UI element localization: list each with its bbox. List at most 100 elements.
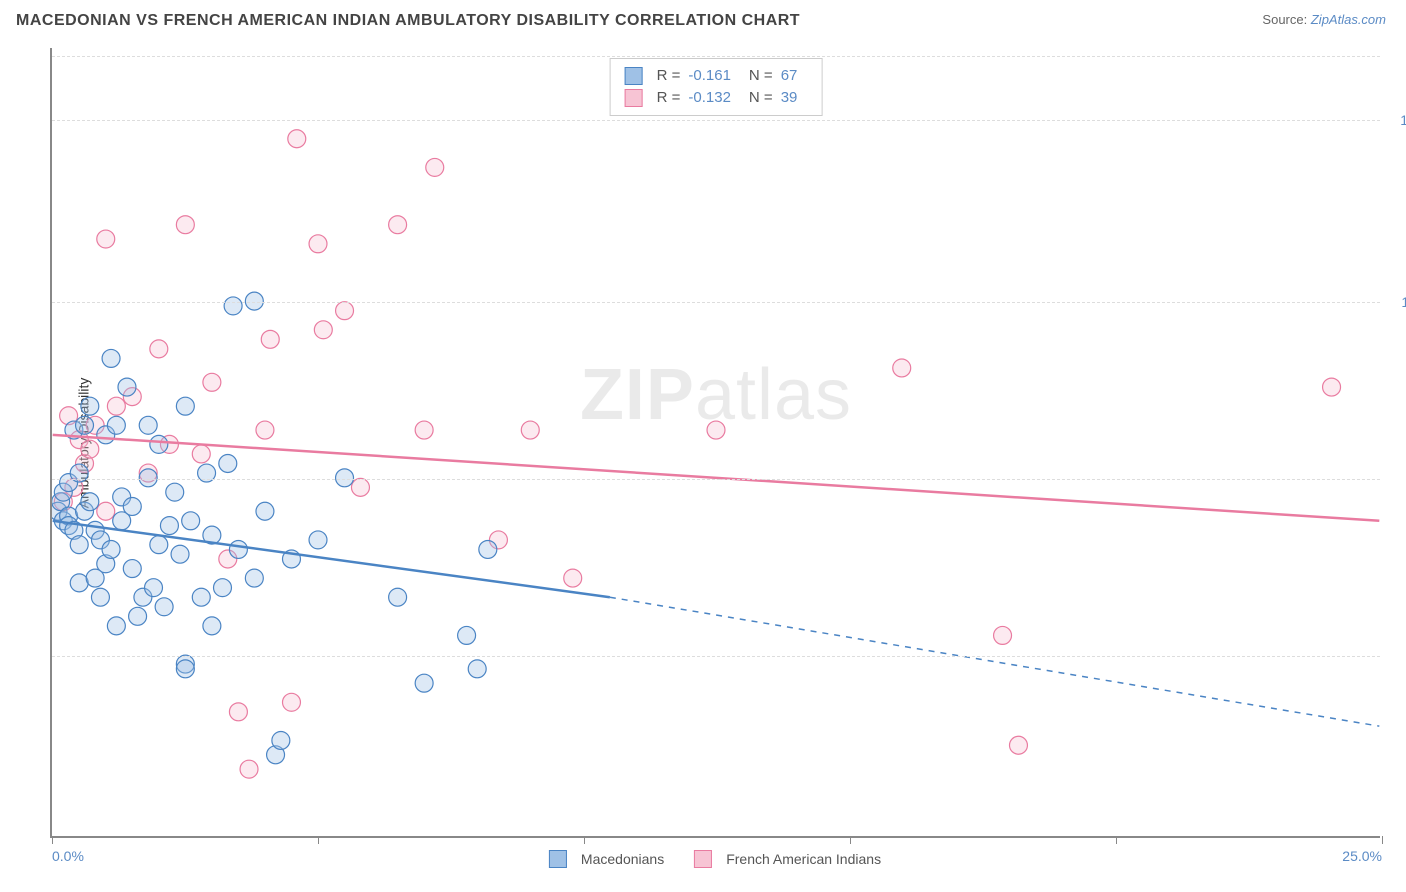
scatter-point-macedonians	[129, 607, 147, 625]
scatter-point-macedonians	[336, 469, 354, 487]
chart-title: MACEDONIAN VS FRENCH AMERICAN INDIAN AMB…	[16, 12, 800, 30]
scatter-point-macedonians	[91, 588, 109, 606]
scatter-point-macedonians	[145, 579, 163, 597]
legend-label: Macedonians	[581, 851, 664, 867]
source-label: Source:	[1262, 12, 1307, 27]
source-link[interactable]: ZipAtlas.com	[1311, 12, 1386, 27]
scatter-point-french	[994, 626, 1012, 644]
scatter-point-macedonians	[70, 574, 88, 592]
legend-label: French American Indians	[726, 851, 881, 867]
scatter-point-macedonians	[107, 416, 125, 434]
scatter-point-french	[150, 340, 168, 358]
gridline	[52, 56, 1380, 57]
x-tick	[584, 836, 585, 844]
scatter-point-macedonians	[203, 617, 221, 635]
scatter-point-macedonians	[192, 588, 210, 606]
scatter-point-macedonians	[256, 502, 274, 520]
scatter-point-french	[97, 502, 115, 520]
scatter-point-macedonians	[155, 598, 173, 616]
scatter-point-french	[893, 359, 911, 377]
scatter-point-macedonians	[70, 536, 88, 554]
n-label: N =	[749, 87, 773, 109]
scatter-point-french	[1009, 736, 1027, 754]
legend-swatch	[625, 89, 643, 107]
scatter-point-french	[192, 445, 210, 463]
scatter-point-macedonians	[458, 626, 476, 644]
scatter-point-french	[229, 703, 247, 721]
scatter-point-french	[707, 421, 725, 439]
scatter-point-macedonians	[415, 674, 433, 692]
trend-line-macedonians	[53, 521, 610, 597]
scatter-point-french	[309, 235, 327, 253]
legend-swatch	[694, 850, 712, 868]
n-value: 39	[781, 87, 798, 109]
scatter-point-macedonians	[309, 531, 327, 549]
scatter-point-macedonians	[107, 617, 125, 635]
scatter-point-french	[203, 373, 221, 391]
scatter-point-french	[81, 440, 99, 458]
legend-swatch	[549, 850, 567, 868]
scatter-point-french	[283, 693, 301, 711]
stats-row: R = -0.132 N = 39	[625, 87, 808, 109]
scatter-point-french	[426, 158, 444, 176]
scatter-point-macedonians	[166, 483, 184, 501]
header: MACEDONIAN VS FRENCH AMERICAN INDIAN AMB…	[0, 0, 1406, 34]
r-value: -0.132	[688, 87, 731, 109]
scatter-point-french	[351, 478, 369, 496]
scatter-point-french	[389, 216, 407, 234]
plot-area: ZIPatlas R =-0.161N =67R =-0.132N =39 3.…	[50, 48, 1380, 838]
trend-line-french	[53, 435, 1380, 521]
source-attribution: Source: ZipAtlas.com	[1262, 12, 1386, 27]
scatter-point-french	[107, 397, 125, 415]
scatter-point-french	[176, 216, 194, 234]
scatter-point-french	[97, 230, 115, 248]
scatter-point-french	[314, 321, 332, 339]
x-tick	[1382, 836, 1383, 844]
scatter-point-macedonians	[81, 493, 99, 511]
scatter-point-macedonians	[229, 540, 247, 558]
scatter-point-macedonians	[150, 536, 168, 554]
y-tick-label: 11.2%	[1401, 294, 1406, 310]
r-label: R =	[657, 87, 681, 109]
gridline	[52, 302, 1380, 303]
scatter-point-macedonians	[139, 416, 157, 434]
scatter-point-macedonians	[389, 588, 407, 606]
scatter-point-french	[240, 760, 258, 778]
scatter-point-french	[336, 302, 354, 320]
stats-legend-box: R =-0.161N =67R = -0.132 N = 39	[610, 58, 823, 116]
bottom-legend: Macedonians French American Indians	[549, 850, 881, 868]
scatter-point-macedonians	[76, 416, 94, 434]
scatter-point-macedonians	[176, 660, 194, 678]
scatter-point-macedonians	[118, 378, 136, 396]
scatter-point-macedonians	[81, 397, 99, 415]
x-tick	[318, 836, 319, 844]
gridline	[52, 479, 1380, 480]
scatter-point-french	[415, 421, 433, 439]
gridline	[52, 120, 1380, 121]
stats-row: R =-0.161N =67	[625, 65, 808, 87]
scatter-point-french	[521, 421, 539, 439]
scatter-point-macedonians	[123, 560, 141, 578]
n-value: 67	[781, 65, 798, 87]
x-tick	[52, 836, 53, 844]
scatter-point-macedonians	[479, 540, 497, 558]
scatter-point-macedonians	[224, 297, 242, 315]
x-tick-label: 25.0%	[1342, 848, 1382, 864]
x-tick-label: 0.0%	[52, 848, 84, 864]
r-value: -0.161	[688, 65, 731, 87]
scatter-point-macedonians	[219, 455, 237, 473]
scatter-point-macedonians	[245, 569, 263, 587]
scatter-point-french	[1323, 378, 1341, 396]
trend-line-dashed-macedonians	[610, 597, 1379, 726]
scatter-point-macedonians	[468, 660, 486, 678]
scatter-svg	[52, 48, 1380, 836]
chart-area: Ambulatory Disability ZIPatlas R =-0.161…	[50, 48, 1380, 838]
scatter-point-macedonians	[123, 497, 141, 515]
x-tick	[1116, 836, 1117, 844]
scatter-point-macedonians	[102, 540, 120, 558]
scatter-point-french	[564, 569, 582, 587]
scatter-point-macedonians	[176, 397, 194, 415]
x-tick	[850, 836, 851, 844]
legend-swatch	[625, 67, 643, 85]
scatter-point-french	[288, 130, 306, 148]
